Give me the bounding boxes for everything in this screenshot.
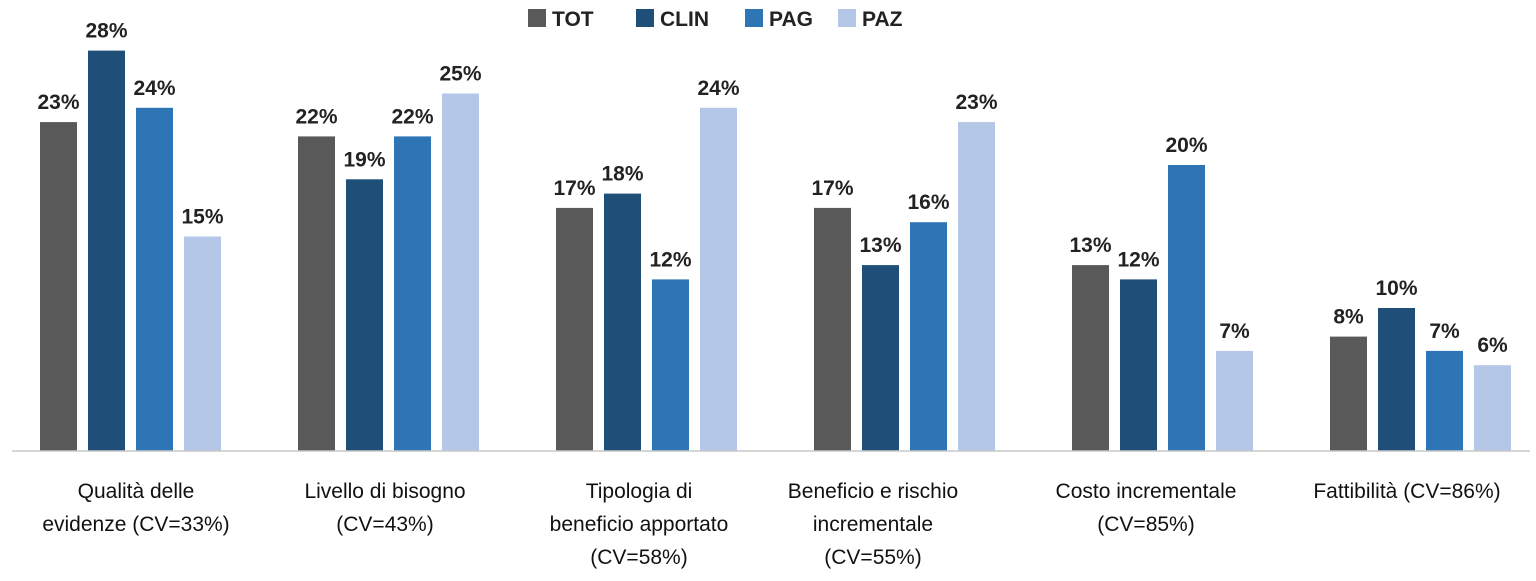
- bars: [40, 50, 1511, 452]
- bar-paz-4: [1216, 350, 1253, 451]
- data-label-paz-4: 7%: [1219, 320, 1250, 343]
- data-label-paz-0: 15%: [181, 206, 223, 229]
- category-label-1-line-1: (CV=43%): [336, 513, 433, 536]
- category-label-0-line-1: evidenze (CV=33%): [42, 513, 229, 536]
- data-label-pag-3: 16%: [907, 191, 949, 214]
- bar-clin-0: [88, 50, 125, 451]
- legend-swatch-tot: [528, 9, 546, 27]
- data-label-pag-0: 24%: [133, 77, 175, 100]
- bar-pag-5: [1426, 350, 1463, 451]
- data-label-pag-1: 22%: [391, 105, 433, 128]
- bar-tot-5: [1330, 336, 1367, 451]
- bar-tot-4: [1072, 265, 1109, 451]
- data-label-clin-5: 10%: [1375, 277, 1417, 300]
- data-label-clin-2: 18%: [601, 163, 643, 186]
- bar-clin-4: [1120, 279, 1157, 451]
- data-label-pag-4: 20%: [1165, 134, 1207, 157]
- category-label-3-line-0: Beneficio e rischio: [788, 480, 958, 503]
- data-label-tot-1: 22%: [295, 105, 337, 128]
- data-label-clin-4: 12%: [1117, 248, 1159, 271]
- category-label-5-line-0: Fattibilità (CV=86%): [1313, 480, 1500, 503]
- legend-swatch-paz: [838, 9, 856, 27]
- data-label-paz-2: 24%: [697, 77, 739, 100]
- bar-clin-5: [1378, 308, 1415, 451]
- data-label-paz-5: 6%: [1477, 334, 1508, 357]
- bar-clin-1: [346, 179, 383, 452]
- bar-paz-2: [700, 107, 737, 452]
- bar-pag-3: [910, 222, 947, 451]
- bar-pag-2: [652, 279, 689, 451]
- category-labels: Qualità delle evidenze (CV=33%) Livello di…: [42, 480, 1500, 569]
- category-label-3-line-2: (CV=55%): [824, 546, 921, 569]
- legend-label-clin: CLIN: [660, 8, 709, 31]
- data-label-tot-4: 13%: [1069, 234, 1111, 257]
- bar-paz-1: [442, 93, 479, 451]
- data-label-clin-3: 13%: [859, 234, 901, 257]
- bar-paz-3: [958, 122, 995, 451]
- category-label-2-line-0: Tipologia di: [586, 480, 693, 503]
- category-label-0-line-0: Qualità delle: [78, 480, 195, 503]
- legend: TOT CLIN PAG PAZ: [528, 8, 903, 31]
- data-label-paz-1: 25%: [439, 63, 481, 86]
- data-label-clin-1: 19%: [343, 148, 385, 171]
- legend-swatch-clin: [636, 9, 654, 27]
- data-label-tot-2: 17%: [553, 177, 595, 200]
- data-label-paz-3: 23%: [955, 91, 997, 114]
- bar-paz-0: [184, 236, 221, 451]
- bar-tot-2: [556, 207, 593, 451]
- bar-pag-0: [136, 107, 173, 452]
- data-label-clin-0: 28%: [85, 20, 127, 43]
- category-label-3-line-1: incrementale: [813, 513, 933, 536]
- category-label-1-line-0: Livello di bisogno: [304, 480, 465, 503]
- data-label-tot-3: 17%: [811, 177, 853, 200]
- data-label-pag-2: 12%: [649, 248, 691, 271]
- data-label-tot-5: 8%: [1333, 306, 1364, 329]
- bar-tot-3: [814, 207, 851, 451]
- legend-label-paz: PAZ: [862, 8, 903, 31]
- bar-pag-4: [1168, 165, 1205, 451]
- bar-clin-3: [862, 265, 899, 451]
- bar-tot-0: [40, 122, 77, 451]
- category-label-4-line-1: (CV=85%): [1097, 513, 1194, 536]
- legend-label-tot: TOT: [552, 8, 594, 31]
- bar-pag-1: [394, 136, 431, 451]
- category-label-2-line-2: (CV=58%): [590, 546, 687, 569]
- legend-label-pag: PAG: [769, 8, 813, 31]
- data-label-tot-0: 23%: [37, 91, 79, 114]
- bar-tot-1: [298, 136, 335, 451]
- legend-swatch-pag: [745, 9, 763, 27]
- data-labels: 23% 28% 24% 15% 22% 19% 22% 25% 17% 18% 12% 24% 17% 1…: [37, 20, 1508, 358]
- category-label-2-line-1: beneficio apportato: [550, 513, 729, 536]
- data-label-pag-5: 7%: [1429, 320, 1460, 343]
- bar-paz-5: [1474, 365, 1511, 451]
- bar-clin-2: [604, 193, 641, 451]
- category-label-4-line-0: Costo incrementale: [1056, 480, 1237, 503]
